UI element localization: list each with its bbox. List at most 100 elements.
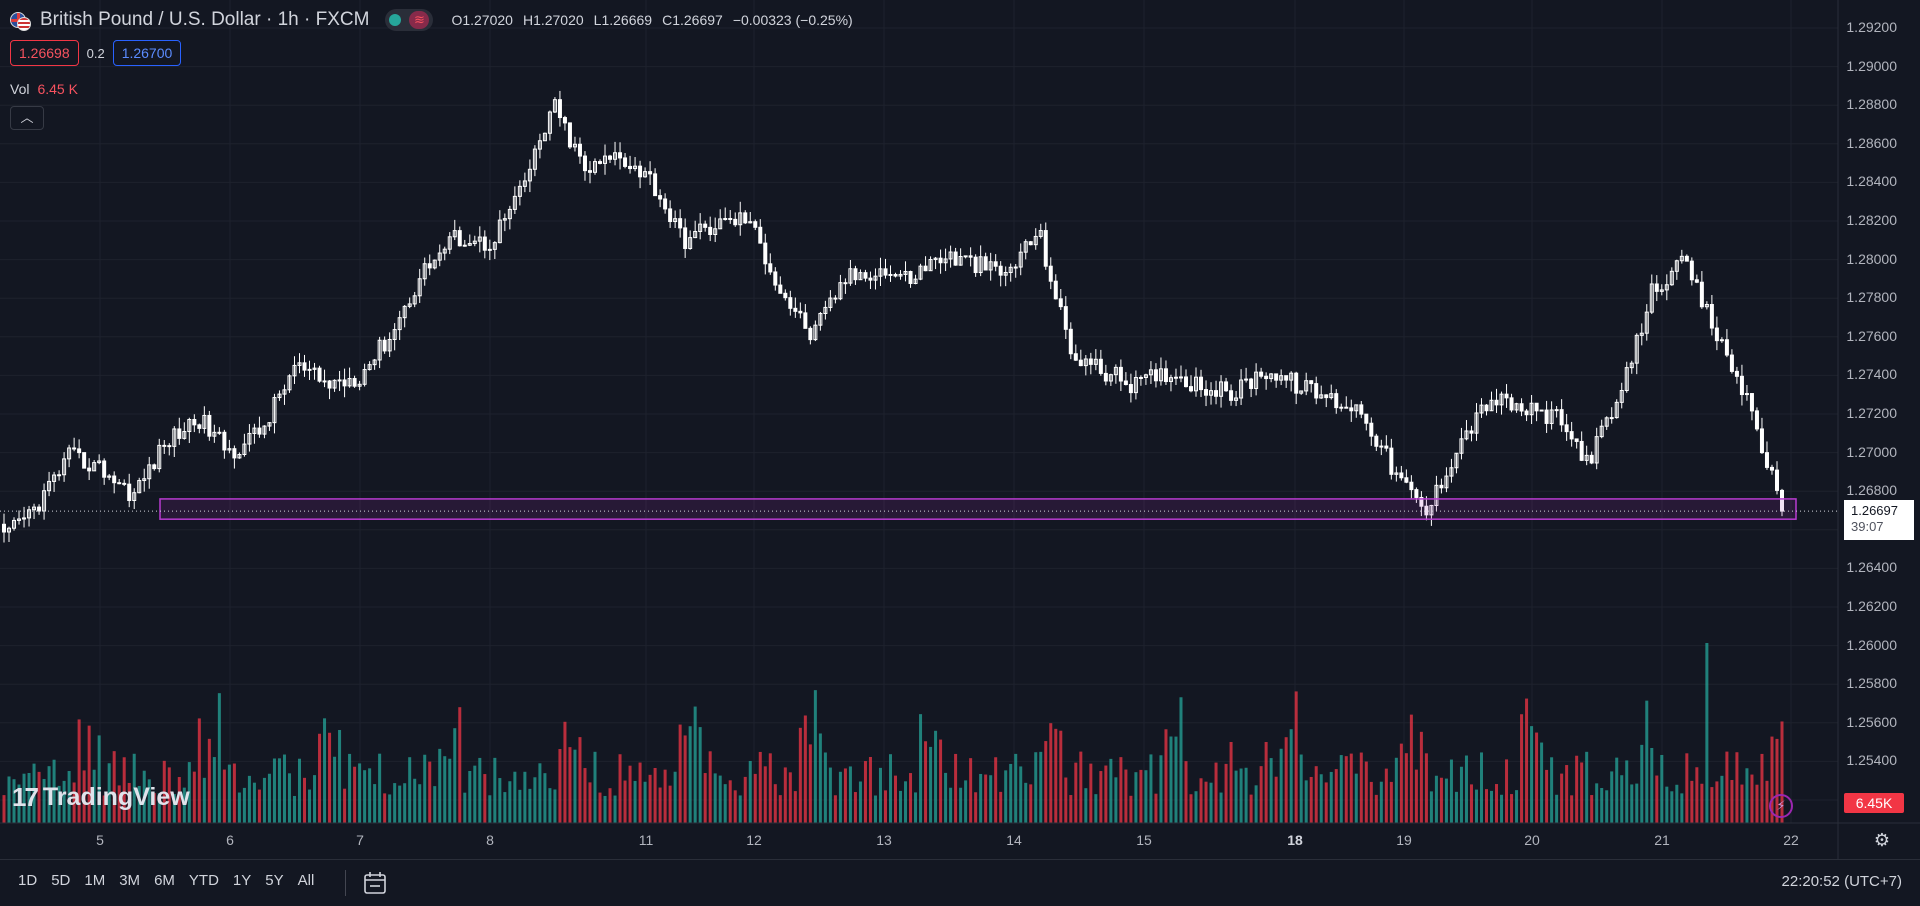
volume-bar — [1505, 759, 1509, 823]
candle — [322, 380, 327, 383]
calendar-icon[interactable] — [362, 870, 388, 896]
candle — [247, 432, 252, 445]
symbol-title[interactable]: British Pound / U.S. Dollar · 1h · FXCM — [40, 9, 370, 30]
candle — [1344, 406, 1349, 409]
candle — [507, 208, 512, 220]
range-3m-button[interactable]: 3M — [119, 872, 141, 889]
candle — [1234, 397, 1239, 401]
candle — [1239, 379, 1244, 399]
volume-bar — [723, 784, 727, 823]
volume-bar — [1099, 771, 1103, 823]
volume-bar — [152, 793, 156, 823]
volume-bar — [1144, 770, 1148, 823]
market-status-toggle[interactable]: ≋ — [385, 9, 434, 31]
close-value: C1.26697 — [662, 12, 723, 28]
candle — [893, 273, 898, 277]
candle — [367, 364, 372, 371]
candle — [262, 425, 267, 435]
volume-bar — [1454, 791, 1458, 823]
candle — [432, 259, 437, 269]
range-5d-button[interactable]: 5D — [51, 872, 71, 889]
candle — [1504, 393, 1509, 399]
range-6m-button[interactable]: 6M — [154, 872, 175, 889]
tradingview-logo[interactable]: 17 TradingView — [12, 782, 190, 813]
collapse-legend-button[interactable]: ︿ — [10, 106, 44, 130]
volume-bar — [683, 735, 687, 823]
volume-bar — [1600, 788, 1604, 823]
candle — [1464, 430, 1469, 440]
candle — [1063, 306, 1068, 330]
volume-legend[interactable]: Vol 6.45 K — [10, 81, 78, 97]
candle — [107, 475, 112, 478]
candle — [1088, 358, 1093, 365]
volume-bar — [1690, 780, 1694, 823]
candle — [282, 389, 287, 395]
volume-bar — [127, 782, 131, 823]
range-1y-button[interactable]: 1Y — [232, 872, 252, 889]
candle — [47, 480, 52, 492]
candle — [1254, 371, 1259, 389]
candle — [1058, 298, 1063, 308]
candle — [1319, 394, 1324, 399]
gear-icon[interactable]: ⚙ — [1873, 830, 1891, 850]
candle — [973, 256, 978, 274]
lightning-icon[interactable]: ⚡ — [1769, 794, 1793, 818]
range-5y-button[interactable]: 5Y — [265, 872, 284, 889]
candle — [1244, 378, 1249, 381]
candle — [1424, 505, 1429, 516]
candle — [888, 273, 893, 276]
candle — [1574, 438, 1579, 442]
support-zone-rectangle[interactable] — [159, 498, 1797, 520]
volume-bar — [1655, 775, 1659, 823]
candle — [1043, 230, 1048, 267]
volume-bar — [1119, 757, 1123, 823]
candle — [122, 482, 127, 485]
candle — [97, 460, 102, 464]
candle — [252, 427, 257, 434]
candle — [1684, 255, 1689, 262]
volume-bar — [207, 738, 211, 823]
chart-canvas[interactable] — [0, 0, 1920, 860]
volume-bar — [994, 757, 998, 823]
volume-bar — [1394, 757, 1398, 823]
last-price-label: 1.26697 39:07 — [1844, 500, 1914, 540]
candle — [738, 212, 743, 226]
range-all-button[interactable]: All — [297, 872, 315, 889]
range-1d-button[interactable]: 1D — [18, 872, 38, 889]
range-1m-button[interactable]: 1M — [84, 872, 106, 889]
clock-timezone[interactable]: 22:20:52 (UTC+7) — [1781, 873, 1902, 890]
volume-bar — [1199, 778, 1203, 823]
price-tick-label: 1.26200 — [1846, 598, 1897, 614]
volume-bar — [1580, 762, 1584, 823]
volume-bar — [1264, 742, 1268, 823]
volume-bar — [373, 784, 377, 823]
candle — [1689, 260, 1694, 281]
sell-price-button[interactable]: 1.26698 — [10, 40, 79, 66]
candle — [838, 282, 843, 300]
volume-bar — [1625, 760, 1629, 823]
range-ytd-button[interactable]: YTD — [188, 872, 219, 889]
volume-bar — [1134, 772, 1138, 823]
volume-bar — [147, 779, 151, 823]
candle — [402, 305, 407, 319]
candle — [1274, 373, 1279, 381]
volume-bar — [1214, 762, 1218, 823]
volume-bar — [172, 794, 176, 823]
buy-price-button[interactable]: 1.26700 — [112, 40, 182, 66]
volume-bar — [553, 789, 557, 823]
candle — [482, 236, 487, 251]
volume-bar — [1565, 765, 1569, 823]
volume-bar — [1575, 755, 1579, 823]
candle — [663, 198, 668, 210]
candle — [542, 132, 547, 142]
candle — [653, 173, 658, 197]
candle — [633, 165, 638, 170]
candle — [1579, 440, 1584, 461]
volume-bar — [97, 735, 101, 823]
candle — [92, 462, 97, 472]
volume-bar — [1510, 794, 1514, 823]
volume-bar — [1630, 784, 1634, 823]
candle — [1729, 354, 1734, 372]
candle — [1779, 489, 1785, 512]
candle — [698, 223, 703, 232]
